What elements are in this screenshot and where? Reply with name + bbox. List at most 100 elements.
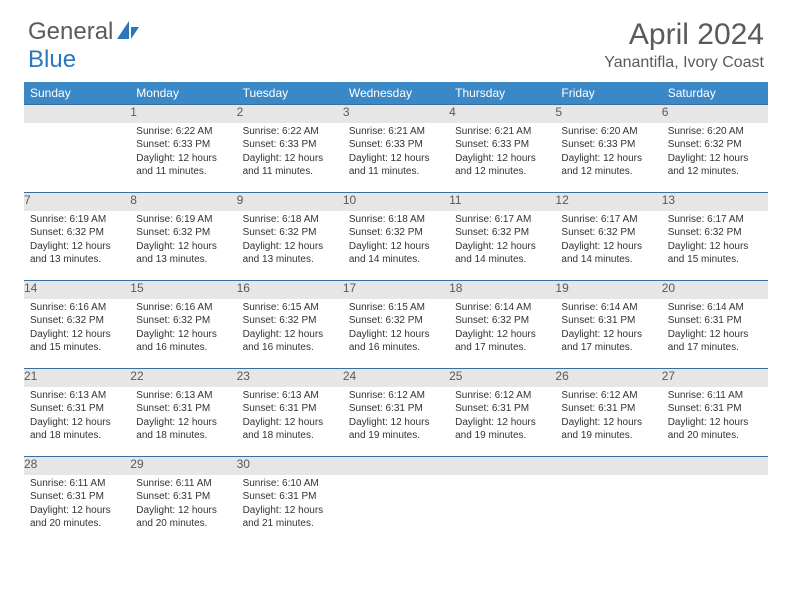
day-cell-21: Sunrise: 6:13 AMSunset: 6:31 PMDaylight:… — [24, 387, 130, 457]
day-num-11: 11 — [449, 193, 555, 211]
day-text: Sunrise: 6:15 AMSunset: 6:32 PMDaylight:… — [343, 299, 449, 359]
day-text: Sunrise: 6:19 AMSunset: 6:32 PMDaylight:… — [130, 211, 236, 271]
day-cell-7: Sunrise: 6:19 AMSunset: 6:32 PMDaylight:… — [24, 211, 130, 281]
day-cell-1: Sunrise: 6:22 AMSunset: 6:33 PMDaylight:… — [130, 123, 236, 193]
day-cell-empty — [449, 475, 555, 545]
week-row-content: Sunrise: 6:16 AMSunset: 6:32 PMDaylight:… — [24, 299, 768, 369]
day-text: Sunrise: 6:18 AMSunset: 6:32 PMDaylight:… — [237, 211, 343, 271]
day-text: Sunrise: 6:20 AMSunset: 6:32 PMDaylight:… — [662, 123, 768, 183]
day-cell-22: Sunrise: 6:13 AMSunset: 6:31 PMDaylight:… — [130, 387, 236, 457]
day-cell-27: Sunrise: 6:11 AMSunset: 6:31 PMDaylight:… — [662, 387, 768, 457]
week-row-nums: 14151617181920 — [24, 281, 768, 299]
day-text: Sunrise: 6:21 AMSunset: 6:33 PMDaylight:… — [449, 123, 555, 183]
weekday-sunday: Sunday — [24, 82, 130, 105]
week-row-nums: 21222324252627 — [24, 369, 768, 387]
day-num-empty — [343, 457, 449, 475]
day-cell-4: Sunrise: 6:21 AMSunset: 6:33 PMDaylight:… — [449, 123, 555, 193]
calendar-head: SundayMondayTuesdayWednesdayThursdayFrid… — [24, 82, 768, 105]
day-cell-5: Sunrise: 6:20 AMSunset: 6:33 PMDaylight:… — [555, 123, 661, 193]
day-num-21: 21 — [24, 369, 130, 387]
day-num-14: 14 — [24, 281, 130, 299]
location: Yanantifla, Ivory Coast — [604, 54, 764, 72]
day-num-9: 9 — [237, 193, 343, 211]
day-num-22: 22 — [130, 369, 236, 387]
weekday-saturday: Saturday — [662, 82, 768, 105]
day-cell-28: Sunrise: 6:11 AMSunset: 6:31 PMDaylight:… — [24, 475, 130, 545]
month-title: April 2024 — [604, 18, 764, 52]
day-num-4: 4 — [449, 105, 555, 123]
day-cell-16: Sunrise: 6:15 AMSunset: 6:32 PMDaylight:… — [237, 299, 343, 369]
day-cell-12: Sunrise: 6:17 AMSunset: 6:32 PMDaylight:… — [555, 211, 661, 281]
day-num-29: 29 — [130, 457, 236, 475]
day-num-17: 17 — [343, 281, 449, 299]
logo-text-blue: Blue — [28, 46, 76, 73]
day-num-6: 6 — [662, 105, 768, 123]
day-cell-24: Sunrise: 6:12 AMSunset: 6:31 PMDaylight:… — [343, 387, 449, 457]
day-num-27: 27 — [662, 369, 768, 387]
day-text: Sunrise: 6:16 AMSunset: 6:32 PMDaylight:… — [24, 299, 130, 359]
day-cell-23: Sunrise: 6:13 AMSunset: 6:31 PMDaylight:… — [237, 387, 343, 457]
weekday-friday: Friday — [555, 82, 661, 105]
day-text: Sunrise: 6:13 AMSunset: 6:31 PMDaylight:… — [237, 387, 343, 447]
day-text: Sunrise: 6:21 AMSunset: 6:33 PMDaylight:… — [343, 123, 449, 183]
day-cell-empty — [662, 475, 768, 545]
day-num-25: 25 — [449, 369, 555, 387]
day-cell-25: Sunrise: 6:12 AMSunset: 6:31 PMDaylight:… — [449, 387, 555, 457]
day-cell-empty — [555, 475, 661, 545]
day-num-12: 12 — [555, 193, 661, 211]
week-row-nums: 123456 — [24, 105, 768, 123]
week-row-content: Sunrise: 6:13 AMSunset: 6:31 PMDaylight:… — [24, 387, 768, 457]
day-num-5: 5 — [555, 105, 661, 123]
day-text: Sunrise: 6:14 AMSunset: 6:31 PMDaylight:… — [662, 299, 768, 359]
day-cell-13: Sunrise: 6:17 AMSunset: 6:32 PMDaylight:… — [662, 211, 768, 281]
day-num-20: 20 — [662, 281, 768, 299]
logo-text-general: General — [28, 18, 113, 46]
sail-icon — [115, 19, 141, 46]
week-row-nums: 78910111213 — [24, 193, 768, 211]
day-text: Sunrise: 6:22 AMSunset: 6:33 PMDaylight:… — [237, 123, 343, 183]
day-cell-19: Sunrise: 6:14 AMSunset: 6:31 PMDaylight:… — [555, 299, 661, 369]
day-text: Sunrise: 6:17 AMSunset: 6:32 PMDaylight:… — [662, 211, 768, 271]
day-num-18: 18 — [449, 281, 555, 299]
day-num-16: 16 — [237, 281, 343, 299]
day-text: Sunrise: 6:15 AMSunset: 6:32 PMDaylight:… — [237, 299, 343, 359]
day-cell-30: Sunrise: 6:10 AMSunset: 6:31 PMDaylight:… — [237, 475, 343, 545]
day-num-empty — [555, 457, 661, 475]
weekday-wednesday: Wednesday — [343, 82, 449, 105]
day-text: Sunrise: 6:12 AMSunset: 6:31 PMDaylight:… — [555, 387, 661, 447]
day-num-24: 24 — [343, 369, 449, 387]
week-row-content: Sunrise: 6:11 AMSunset: 6:31 PMDaylight:… — [24, 475, 768, 545]
day-text: Sunrise: 6:13 AMSunset: 6:31 PMDaylight:… — [24, 387, 130, 447]
week-row-nums: 282930 — [24, 457, 768, 475]
day-cell-empty — [343, 475, 449, 545]
day-num-10: 10 — [343, 193, 449, 211]
day-cell-26: Sunrise: 6:12 AMSunset: 6:31 PMDaylight:… — [555, 387, 661, 457]
day-num-28: 28 — [24, 457, 130, 475]
day-cell-9: Sunrise: 6:18 AMSunset: 6:32 PMDaylight:… — [237, 211, 343, 281]
day-num-19: 19 — [555, 281, 661, 299]
logo: General — [28, 18, 141, 46]
day-num-empty — [24, 105, 130, 123]
day-cell-20: Sunrise: 6:14 AMSunset: 6:31 PMDaylight:… — [662, 299, 768, 369]
week-row-content: Sunrise: 6:19 AMSunset: 6:32 PMDaylight:… — [24, 211, 768, 281]
day-cell-14: Sunrise: 6:16 AMSunset: 6:32 PMDaylight:… — [24, 299, 130, 369]
day-text: Sunrise: 6:14 AMSunset: 6:32 PMDaylight:… — [449, 299, 555, 359]
day-cell-3: Sunrise: 6:21 AMSunset: 6:33 PMDaylight:… — [343, 123, 449, 193]
weekday-monday: Monday — [130, 82, 236, 105]
day-num-3: 3 — [343, 105, 449, 123]
weekday-thursday: Thursday — [449, 82, 555, 105]
day-num-23: 23 — [237, 369, 343, 387]
day-cell-18: Sunrise: 6:14 AMSunset: 6:32 PMDaylight:… — [449, 299, 555, 369]
weekday-row: SundayMondayTuesdayWednesdayThursdayFrid… — [24, 82, 768, 105]
day-cell-8: Sunrise: 6:19 AMSunset: 6:32 PMDaylight:… — [130, 211, 236, 281]
day-num-2: 2 — [237, 105, 343, 123]
title-block: April 2024 Yanantifla, Ivory Coast — [604, 18, 764, 72]
day-num-empty — [662, 457, 768, 475]
day-text: Sunrise: 6:14 AMSunset: 6:31 PMDaylight:… — [555, 299, 661, 359]
weekday-tuesday: Tuesday — [237, 82, 343, 105]
day-num-8: 8 — [130, 193, 236, 211]
day-text: Sunrise: 6:12 AMSunset: 6:31 PMDaylight:… — [449, 387, 555, 447]
day-cell-empty — [24, 123, 130, 193]
day-text: Sunrise: 6:16 AMSunset: 6:32 PMDaylight:… — [130, 299, 236, 359]
week-row-content: Sunrise: 6:22 AMSunset: 6:33 PMDaylight:… — [24, 123, 768, 193]
